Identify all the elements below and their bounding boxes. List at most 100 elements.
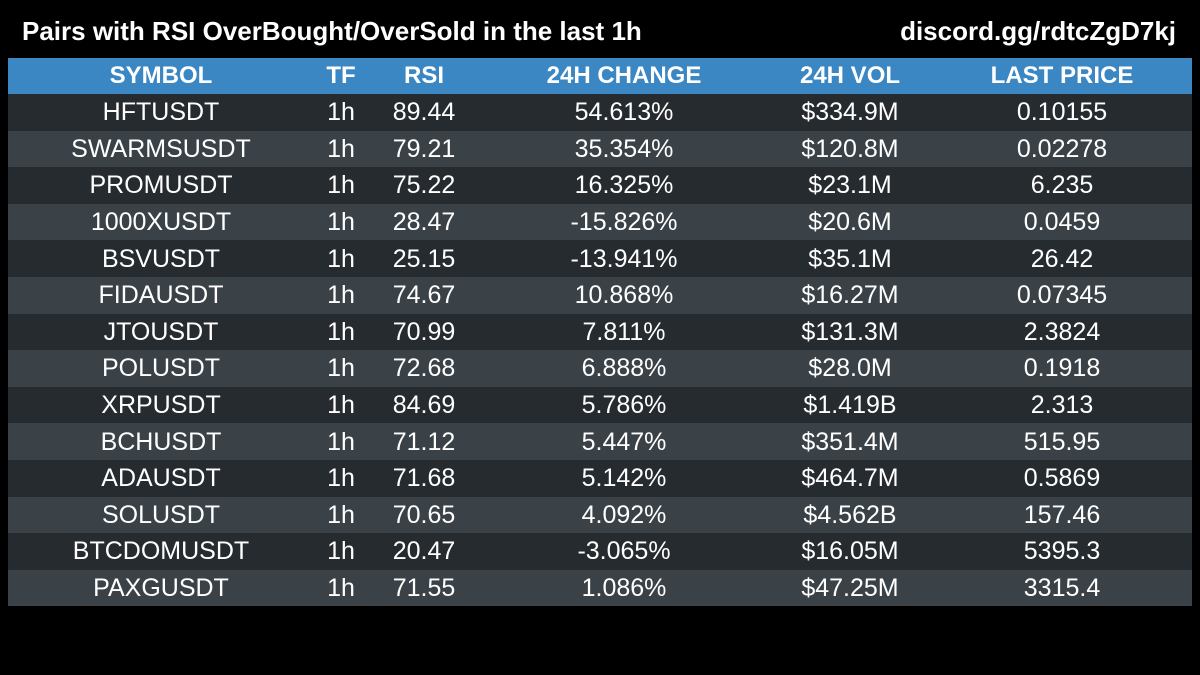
change-cell: -13.941%	[570, 244, 678, 273]
column-header-24h-vol[interactable]: 24H VOL	[799, 62, 901, 89]
table-row[interactable]: XRPUSDT 1h 84.69 5.786% $1.419B 2.313	[8, 386, 1192, 424]
price-cell: 0.10155	[1016, 98, 1108, 127]
volume-cell: $131.3M	[801, 317, 899, 346]
tf-cell: 1h	[327, 244, 355, 273]
symbol-cell: SOLUSDT	[101, 500, 221, 529]
table-row[interactable]: BSVUSDT 1h 25.15 -13.941% $35.1M 26.42	[8, 240, 1192, 277]
header-bar: Pairs with RSI OverBought/OverSold in th…	[0, 0, 1200, 58]
price-cell: 0.0459	[1023, 208, 1101, 237]
rsi-cell: 89.44	[392, 98, 456, 127]
change-cell: -3.065%	[577, 537, 671, 566]
table-header-row: SYMBOL TF RSI 24H CHANGE 24H VOL LAST PR…	[8, 58, 1192, 94]
change-cell: 5.142%	[581, 464, 667, 493]
change-cell: 5.786%	[581, 391, 667, 420]
symbol-cell: PAXGUSDT	[93, 574, 229, 603]
table-row[interactable]: PROMUSDT 1h 75.22 16.325% $23.1M 6.235	[8, 167, 1192, 204]
table-row[interactable]: SWARMSUSDT 1h 79.21 35.354% $120.8M 0.02278	[8, 130, 1192, 168]
volume-cell: $20.6M	[808, 208, 892, 237]
rsi-cell: 71.68	[392, 464, 456, 493]
tf-cell: 1h	[327, 391, 355, 420]
volume-cell: $120.8M	[801, 134, 899, 163]
price-cell: 0.07345	[1016, 281, 1108, 310]
change-cell: 16.325%	[574, 171, 674, 200]
column-header-tf[interactable]: TF	[326, 62, 356, 89]
volume-cell: $464.7M	[801, 464, 899, 493]
volume-cell: $16.27M	[801, 281, 899, 310]
rsi-cell: 71.55	[392, 574, 456, 603]
symbol-cell: ADAUSDT	[101, 464, 221, 493]
symbol-cell: XRPUSDT	[101, 391, 221, 420]
table-row[interactable]: 1000XUSDT 1h 28.47 -15.826% $20.6M 0.0459	[8, 203, 1192, 241]
tf-cell: 1h	[327, 208, 355, 237]
price-cell: 3315.4	[1023, 574, 1101, 603]
rsi-cell: 25.15	[392, 244, 456, 273]
symbol-cell: BSVUSDT	[101, 244, 221, 273]
price-cell: 0.02278	[1016, 134, 1108, 163]
rsi-cell: 70.65	[392, 500, 456, 529]
price-cell: 5395.3	[1023, 537, 1101, 566]
symbol-cell: BCHUSDT	[100, 427, 222, 456]
rsi-cell: 20.47	[392, 537, 456, 566]
price-cell: 157.46	[1023, 500, 1101, 529]
volume-cell: $1.419B	[803, 391, 897, 420]
symbol-cell: PROMUSDT	[89, 171, 233, 200]
volume-cell: $351.4M	[801, 427, 899, 456]
price-cell: 2.313	[1030, 391, 1094, 420]
table-body: HFTUSDT 1h 89.44 54.613% $334.9M 0.10155 SWARM…	[8, 94, 1192, 607]
column-header-last-price[interactable]: LAST PRICE	[990, 62, 1134, 89]
column-header-symbol[interactable]: SYMBOL	[109, 62, 213, 89]
price-cell: 6.235	[1030, 171, 1094, 200]
price-cell: 2.3824	[1023, 317, 1101, 346]
table-row[interactable]: HFTUSDT 1h 89.44 54.613% $334.9M 0.10155	[8, 94, 1192, 131]
table-row[interactable]: BCHUSDT 1h 71.12 5.447% $351.4M 515.95	[8, 423, 1192, 460]
volume-cell: $28.0M	[808, 354, 892, 383]
tf-cell: 1h	[327, 281, 355, 310]
rsi-cell: 71.12	[392, 427, 456, 456]
volume-cell: $35.1M	[808, 244, 892, 273]
rsi-cell: 28.47	[392, 208, 456, 237]
table-row[interactable]: PAXGUSDT 1h 71.55 1.086% $47.25M 3315.4	[8, 569, 1192, 607]
symbol-cell: JTOUSDT	[103, 317, 219, 346]
change-cell: 1.086%	[581, 574, 667, 603]
discord-link[interactable]: discord.gg/rdtcZgD7kj	[900, 16, 1176, 46]
change-cell: 54.613%	[574, 98, 674, 127]
symbol-cell: POLUSDT	[101, 354, 221, 383]
column-header-rsi[interactable]: RSI	[403, 62, 444, 89]
table-row[interactable]: BTCDOMUSDT 1h 20.47 -3.065% $16.05M 5395.3	[8, 533, 1192, 570]
price-cell: 515.95	[1023, 427, 1101, 456]
symbol-cell: HFTUSDT	[102, 98, 220, 127]
tf-cell: 1h	[327, 98, 355, 127]
change-cell: 35.354%	[574, 134, 674, 163]
symbol-cell: FIDAUSDT	[98, 281, 224, 310]
column-header-24h-change[interactable]: 24H CHANGE	[546, 62, 702, 89]
tf-cell: 1h	[327, 317, 355, 346]
tf-cell: 1h	[327, 537, 355, 566]
volume-cell: $16.05M	[801, 537, 899, 566]
volume-cell: $334.9M	[801, 98, 899, 127]
symbol-cell: 1000XUSDT	[90, 208, 232, 237]
price-cell: 0.5869	[1023, 464, 1101, 493]
table-row[interactable]: SOLUSDT 1h 70.65 4.092% $4.562B 157.46	[8, 496, 1192, 534]
table-row[interactable]: POLUSDT 1h 72.68 6.888% $28.0M 0.1918	[8, 350, 1192, 387]
rsi-cell: 74.67	[392, 281, 456, 310]
table-row[interactable]: JTOUSDT 1h 70.99 7.811% $131.3M 2.3824	[8, 313, 1192, 351]
change-cell: 6.888%	[581, 354, 667, 383]
rsi-cell: 70.99	[392, 317, 456, 346]
symbol-cell: BTCDOMUSDT	[72, 537, 250, 566]
tf-cell: 1h	[327, 464, 355, 493]
table-row[interactable]: ADAUSDT 1h 71.68 5.142% $464.7M 0.5869	[8, 459, 1192, 497]
volume-cell: $47.25M	[801, 574, 899, 603]
tf-cell: 1h	[327, 354, 355, 383]
volume-cell: $4.562B	[803, 500, 897, 529]
tf-cell: 1h	[327, 427, 355, 456]
tf-cell: 1h	[327, 500, 355, 529]
rsi-cell: 72.68	[392, 354, 456, 383]
table-row[interactable]: FIDAUSDT 1h 74.67 10.868% $16.27M 0.07345	[8, 276, 1192, 314]
tf-cell: 1h	[327, 574, 355, 603]
change-cell: 10.868%	[574, 281, 674, 310]
tf-cell: 1h	[327, 134, 355, 163]
change-cell: 4.092%	[581, 500, 667, 529]
rsi-cell: 84.69	[392, 391, 456, 420]
symbol-cell: SWARMSUSDT	[71, 134, 251, 163]
price-cell: 0.1918	[1023, 354, 1101, 383]
